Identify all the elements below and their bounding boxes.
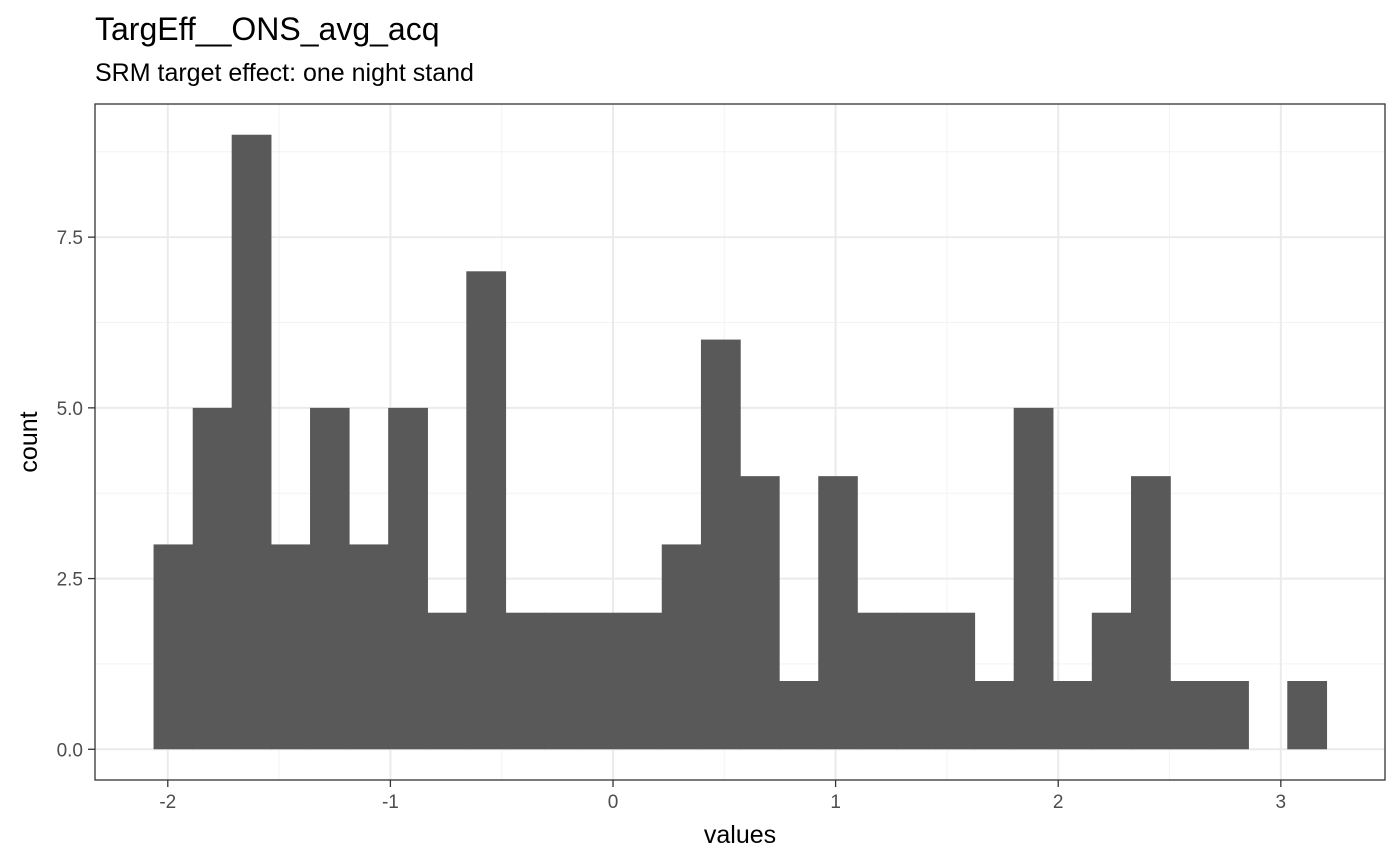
axes: -2 -1 0 1 2 3 0.0 2.5 5.0 7.5 bbox=[57, 228, 1287, 813]
y-tick-label: 2.5 bbox=[57, 570, 83, 591]
y-tick-label: 7.5 bbox=[57, 228, 83, 249]
histogram-bar-1 bbox=[192, 407, 233, 750]
histogram-bar-23 bbox=[1052, 680, 1093, 750]
x-tick-label: 0 bbox=[608, 792, 619, 813]
histogram-bars bbox=[153, 134, 1328, 750]
x-tick-label: 3 bbox=[1276, 792, 1287, 813]
histogram-bar-12 bbox=[622, 612, 663, 750]
histogram-bar-26 bbox=[1170, 680, 1210, 750]
histogram-bar-11 bbox=[583, 612, 624, 750]
histogram-bar-5 bbox=[348, 544, 389, 750]
histogram-bar-9 bbox=[505, 612, 546, 750]
histogram-bar-14 bbox=[700, 339, 741, 750]
chart-subtitle: SRM target effect: one night stand bbox=[95, 59, 474, 87]
histogram-bar-29 bbox=[1287, 680, 1328, 750]
histogram-bar-13 bbox=[661, 544, 702, 750]
histogram-bar-3 bbox=[270, 544, 311, 750]
x-tick-label: 1 bbox=[830, 792, 841, 813]
y-axis-title: count bbox=[15, 411, 43, 472]
x-tick-label: -1 bbox=[382, 792, 399, 813]
histogram-bar-18 bbox=[857, 612, 897, 750]
histogram-bar-19 bbox=[896, 612, 937, 750]
histogram-bar-4 bbox=[310, 407, 350, 750]
histogram-bar-15 bbox=[740, 476, 780, 750]
histogram-bar-24 bbox=[1091, 612, 1132, 750]
histogram-bar-27 bbox=[1209, 680, 1249, 750]
x-tick-label: -2 bbox=[159, 792, 176, 813]
histogram-bar-21 bbox=[974, 680, 1015, 750]
x-tick-label: 2 bbox=[1053, 792, 1064, 813]
histogram-bar-7 bbox=[427, 612, 467, 750]
histogram-bar-22 bbox=[1013, 407, 1054, 750]
y-tick-label: 0.0 bbox=[57, 740, 83, 761]
histogram-bar-2 bbox=[231, 134, 272, 750]
histogram-bar-17 bbox=[818, 476, 858, 750]
histogram-bar-6 bbox=[388, 407, 428, 750]
histogram-bar-8 bbox=[466, 271, 507, 750]
histogram-bar-25 bbox=[1131, 476, 1171, 750]
histogram-bar-16 bbox=[779, 680, 819, 750]
y-tick-label: 5.0 bbox=[57, 399, 83, 420]
panel-border bbox=[94, 103, 1386, 781]
x-axis-title: values bbox=[704, 821, 776, 849]
histogram-bar-0 bbox=[153, 544, 194, 750]
histogram-bar-20 bbox=[935, 612, 976, 750]
histogram-bar-10 bbox=[544, 612, 585, 750]
chart-title: TargEff__ONS_avg_acq bbox=[95, 11, 440, 47]
